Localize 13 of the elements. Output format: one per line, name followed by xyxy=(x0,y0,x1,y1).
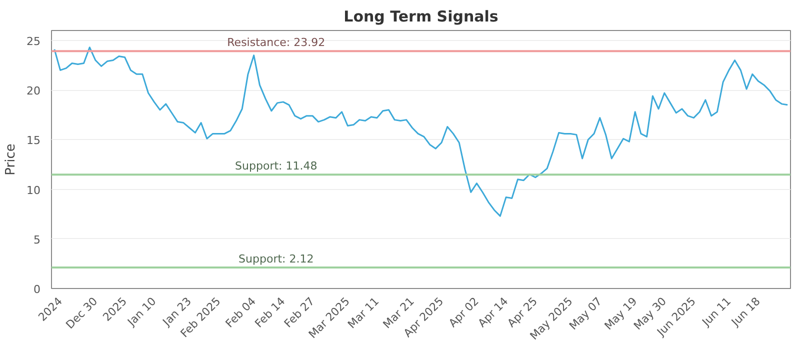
y-tick-label: 25 xyxy=(26,34,41,48)
line-series xyxy=(54,46,788,217)
ref-line-label: Resistance: 23.92 xyxy=(227,36,326,50)
ref-line-label: Support: 2.12 xyxy=(238,252,314,266)
y-axis-title: Price xyxy=(4,144,19,176)
y-tick-label: 0 xyxy=(34,283,40,296)
ref-line-label: Support: 11.48 xyxy=(235,160,318,173)
y-tick-label: 20 xyxy=(26,84,41,98)
chart-title: Long Term Signals xyxy=(344,8,498,26)
y-tick-label: 5 xyxy=(34,233,40,246)
y-tick-label: 10 xyxy=(26,184,41,197)
y-tick-label: 15 xyxy=(26,134,41,148)
x-tick-label: Dec 30 xyxy=(63,294,100,332)
